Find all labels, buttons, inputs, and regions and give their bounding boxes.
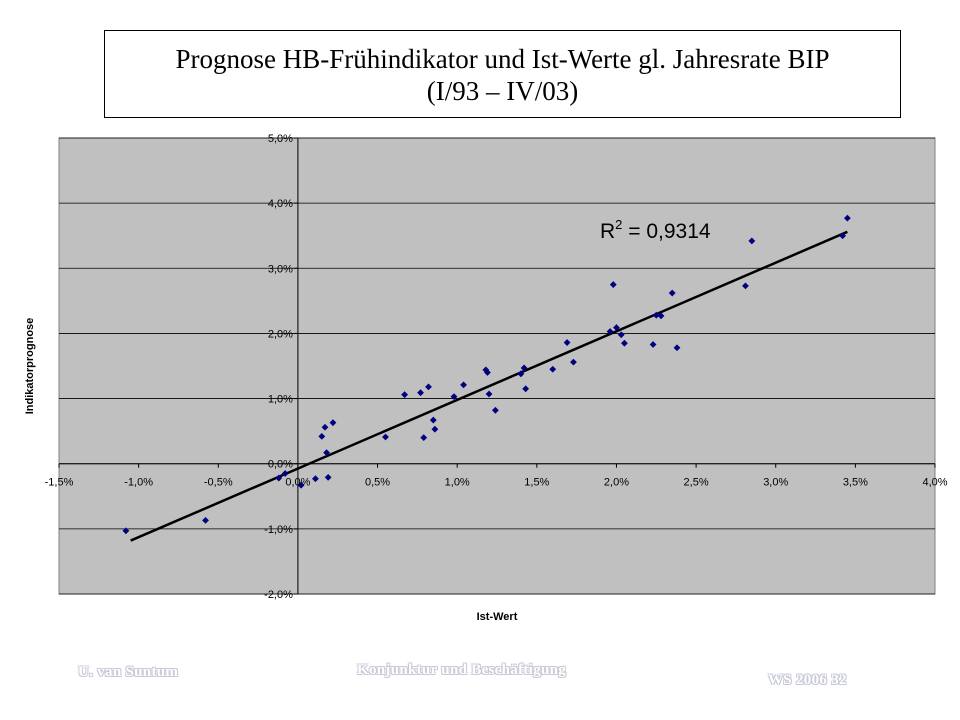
r-squared-label: R2 = 0,9314 bbox=[600, 217, 711, 243]
data-point bbox=[417, 389, 424, 397]
data-point bbox=[484, 369, 491, 376]
data-point bbox=[742, 282, 749, 290]
data-point bbox=[606, 328, 614, 335]
data-point bbox=[839, 232, 847, 240]
data-point bbox=[321, 423, 329, 431]
data-point bbox=[673, 344, 681, 352]
data-point bbox=[652, 311, 660, 319]
plot-area bbox=[58, 137, 936, 595]
x-tick-label: -0,5% bbox=[204, 477, 233, 489]
data-point bbox=[549, 365, 557, 373]
y-tick-label: -2,0% bbox=[264, 589, 293, 601]
chart-title: Prognose HB-Frühindikator und Ist-Werte … bbox=[175, 44, 830, 74]
data-points bbox=[122, 214, 851, 535]
trendline bbox=[130, 230, 848, 542]
data-point bbox=[485, 390, 493, 398]
x-tick-label: 4,0% bbox=[922, 477, 947, 489]
x-tick-label: 0,5% bbox=[365, 477, 390, 489]
data-point bbox=[329, 419, 337, 427]
y-tick-label: 5,0% bbox=[268, 133, 293, 145]
data-point bbox=[431, 425, 439, 433]
data-point bbox=[420, 434, 428, 442]
data-point bbox=[318, 432, 326, 440]
trendline-group bbox=[130, 230, 848, 542]
data-point bbox=[563, 339, 571, 346]
data-point bbox=[324, 473, 332, 481]
data-point bbox=[401, 391, 409, 399]
x-tick-label: 3,0% bbox=[763, 477, 788, 489]
axes bbox=[58, 137, 936, 595]
data-point bbox=[450, 393, 458, 401]
data-point bbox=[609, 281, 617, 288]
x-tick-label: 0,0% bbox=[285, 477, 310, 489]
data-point bbox=[122, 527, 130, 535]
data-point bbox=[297, 481, 305, 489]
data-point bbox=[460, 381, 467, 389]
data-point bbox=[202, 516, 209, 524]
chart-title-box: Prognose HB-Frühindikator und Ist-Werte … bbox=[104, 30, 901, 118]
y-axis-title: Indikatorprognose bbox=[24, 318, 36, 415]
x-tick-label: -1,0% bbox=[124, 477, 153, 489]
data-point bbox=[617, 331, 625, 339]
data-point bbox=[492, 406, 499, 414]
data-point bbox=[520, 364, 528, 372]
data-point bbox=[281, 470, 289, 477]
data-point bbox=[570, 358, 577, 366]
data-point bbox=[382, 433, 389, 441]
data-point bbox=[657, 312, 665, 320]
x-tick-label: 2,0% bbox=[604, 477, 629, 489]
data-point bbox=[668, 289, 676, 297]
data-point bbox=[323, 449, 330, 457]
data-point bbox=[748, 237, 756, 245]
data-point bbox=[429, 416, 437, 424]
data-point bbox=[425, 383, 432, 391]
y-tick-label: 1,0% bbox=[268, 394, 293, 406]
x-axis-title: Ist-Wert bbox=[477, 611, 518, 623]
y-tick-label: -1,0% bbox=[264, 524, 293, 536]
data-point bbox=[312, 475, 319, 483]
x-tick-label: 1,0% bbox=[445, 477, 470, 489]
y-tick-label: 0,0% bbox=[268, 459, 293, 471]
x-tick-label: -1,5% bbox=[45, 477, 74, 489]
data-point bbox=[517, 370, 525, 378]
data-point bbox=[621, 339, 628, 347]
data-point bbox=[613, 324, 620, 331]
data-point bbox=[522, 385, 530, 393]
x-tick-label: 2,5% bbox=[684, 477, 709, 489]
x-tick-label: 1,5% bbox=[524, 477, 549, 489]
x-tick-label: 3,5% bbox=[843, 477, 868, 489]
y-tick-label: 3,0% bbox=[268, 263, 293, 275]
chart-subtitle: (I/93 – IV/03) bbox=[426, 76, 579, 106]
y-tick-label: 4,0% bbox=[268, 198, 293, 210]
data-point bbox=[275, 474, 283, 482]
tick-labels: -1,5% -1,0% -0,5% 0,0% 0,5% 1,0% 1,5% 2,0% 2,5% 3… bbox=[45, 133, 948, 601]
data-point bbox=[844, 214, 851, 222]
data-point bbox=[649, 341, 657, 348]
y-tick-label: 2,0% bbox=[268, 328, 293, 340]
